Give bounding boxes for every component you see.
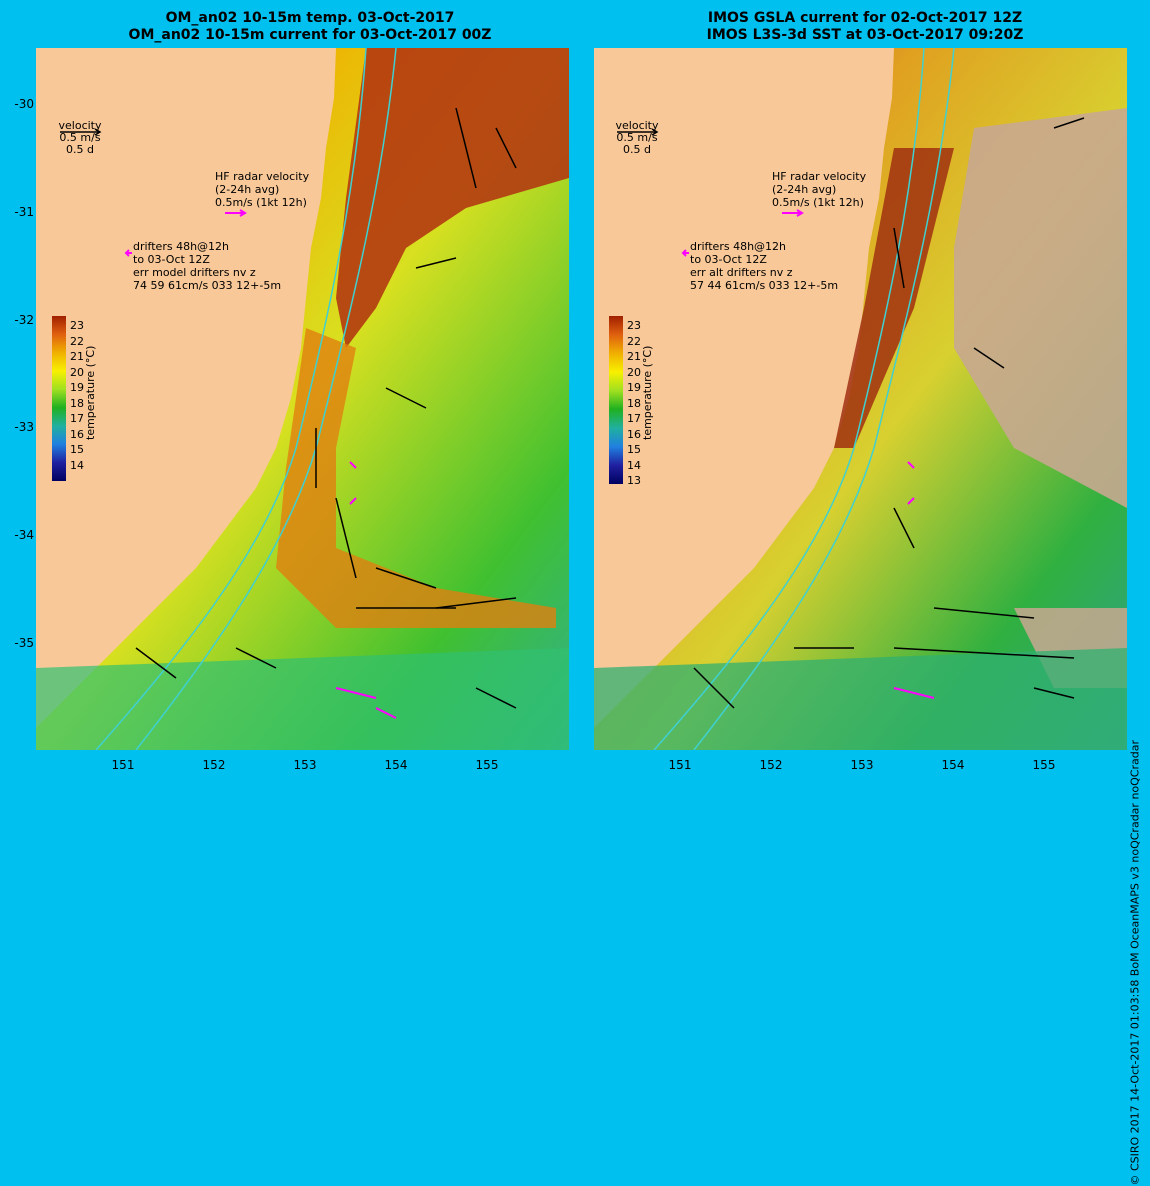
colorbar-tick-label: 15 bbox=[627, 443, 641, 456]
no-data-cloud-area bbox=[954, 108, 1127, 508]
map-right[interactable] bbox=[594, 48, 1127, 750]
y-tick-label: -33 bbox=[14, 420, 34, 434]
colorbar-tick-label: 14 bbox=[70, 458, 84, 472]
isobath-contour bbox=[95, 48, 367, 750]
drifter-scale-arrow bbox=[681, 249, 689, 257]
colorbar-tick-label: 14 bbox=[627, 458, 641, 472]
velocity-legend-label: velocity bbox=[58, 119, 102, 132]
velocity-legend-left: velocity 0.5 m/s 0.5 d bbox=[55, 120, 105, 156]
hf-legend-line2: (2-24h avg) bbox=[215, 183, 280, 196]
hf-scale-arrow bbox=[782, 209, 804, 217]
colorbar-tick-label: 23 bbox=[70, 319, 84, 332]
velocity-legend-right: velocity 0.5 m/s 0.5 d bbox=[612, 120, 662, 156]
drifter-legend-right: drifters 48h@12h to 03-Oct 12Z err alt d… bbox=[690, 240, 838, 292]
cool-water-south bbox=[594, 648, 1127, 750]
hf-legend-line1: HF radar velocity bbox=[215, 170, 310, 183]
x-tick-label: 155 bbox=[475, 758, 499, 772]
credit-text: © CSIRO 2017 14-Oct-2017 01:03:58 BoM Oc… bbox=[1129, 740, 1142, 1186]
drifter-legend-line4: 57 44 61cm/s 033 12+-5m bbox=[690, 279, 839, 292]
x-tick-label: 153 bbox=[293, 758, 317, 772]
colorbar-right-unit: temperature (°C) bbox=[641, 345, 654, 440]
colorbar-tick-label: 22 bbox=[627, 334, 641, 348]
colorbar-tick-label: 20 bbox=[627, 365, 641, 379]
colorbar-tick-label: 18 bbox=[70, 396, 84, 410]
y-tick-label: -34 bbox=[14, 528, 34, 542]
colorbar-tick-label: 13 bbox=[627, 474, 641, 487]
map-right-svg bbox=[594, 48, 1127, 750]
colorbar-tick-label: 22 bbox=[70, 334, 84, 348]
colorbar-left-unit: temperature (°C) bbox=[84, 345, 97, 440]
panel-left-title-line1: OM_an02 10-15m temp. 03-Oct-2017 bbox=[165, 10, 455, 26]
velocity-scale-arrow bbox=[60, 128, 102, 136]
hf-radar-legend-right: HF radar velocity (2-24h avg) 0.5m/s (1k… bbox=[772, 170, 866, 209]
velocity-legend-speed: 0.5 m/s bbox=[616, 131, 658, 144]
velocity-scale-arrow bbox=[617, 128, 659, 136]
x-tick-label: 155 bbox=[1032, 758, 1056, 772]
drifter-legend-line1: drifters 48h@12h bbox=[133, 240, 230, 253]
panel-right-title-line1: IMOS GSLA current for 02-Oct-2017 12Z bbox=[707, 10, 1023, 26]
drifter-legend-line1: drifters 48h@12h bbox=[690, 240, 787, 253]
colorbar-tick-label: 18 bbox=[627, 396, 641, 410]
x-tick-label: 152 bbox=[202, 758, 226, 772]
velocity-legend-label: velocity bbox=[615, 119, 659, 132]
colorbar-tick-label: 15 bbox=[70, 443, 84, 456]
x-tick-label: 153 bbox=[850, 758, 874, 772]
x-tick-label: 154 bbox=[384, 758, 408, 772]
drifter-legend-line2: to 03-Oct 12Z bbox=[133, 253, 210, 266]
drifter-legend-left: drifters 48h@12h to 03-Oct 12Z err model… bbox=[133, 240, 281, 292]
hf-legend-line2: (2-24h avg) bbox=[772, 183, 837, 196]
x-tick-label: 152 bbox=[759, 758, 783, 772]
map-left-svg bbox=[36, 48, 569, 750]
warm-core-eddy bbox=[336, 48, 569, 348]
isobath-contour bbox=[693, 48, 955, 750]
hf-legend-line3: 0.5m/s (1kt 12h) bbox=[772, 196, 864, 209]
y-tick-label: -30 bbox=[14, 97, 34, 111]
panel-left-title-line2: OM_an02 10-15m current for 03-Oct-2017 0… bbox=[128, 27, 492, 43]
drifter-tracks bbox=[893, 461, 935, 699]
legend-arrows bbox=[60, 128, 804, 257]
colorbar-tick-label: 19 bbox=[70, 381, 84, 394]
velocity-legend-speed: 0.5 m/s bbox=[59, 131, 101, 144]
warm-current-band bbox=[834, 148, 954, 448]
colorbar-tick-label: 21 bbox=[70, 350, 84, 363]
hf-legend-line1: HF radar velocity bbox=[772, 170, 867, 183]
hf-legend-line3: 0.5m/s (1kt 12h) bbox=[215, 196, 307, 209]
isobath-contour bbox=[653, 48, 925, 750]
drifter-legend-line3: err model drifters nv z bbox=[133, 266, 256, 279]
hf-radar-legend-left: HF radar velocity (2-24h avg) 0.5m/s (1k… bbox=[215, 170, 309, 209]
map-left[interactable] bbox=[36, 48, 569, 750]
drifter-tracks bbox=[335, 461, 397, 719]
velocity-legend-time: 0.5 d bbox=[66, 143, 94, 156]
hf-scale-arrow bbox=[225, 209, 247, 217]
x-tick-label: 151 bbox=[111, 758, 135, 772]
current-vectors bbox=[693, 117, 1085, 709]
colorbar-right bbox=[609, 316, 623, 484]
colorbar-tick-label: 21 bbox=[627, 350, 641, 363]
x-tick-label: 151 bbox=[668, 758, 692, 772]
colorbar-left bbox=[52, 316, 66, 481]
y-tick-label: -31 bbox=[14, 205, 34, 219]
panel-right-title-line2: IMOS L3S-3d SST at 03-Oct-2017 09:20Z bbox=[706, 27, 1024, 43]
x-tick-label: 154 bbox=[941, 758, 965, 772]
drifter-legend-line4: 74 59 61cm/s 033 12+-5m bbox=[133, 279, 282, 292]
y-tick-label: -35 bbox=[14, 636, 34, 650]
colorbar-tick-label: 16 bbox=[627, 427, 641, 441]
drifter-scale-arrow bbox=[124, 249, 132, 257]
colorbar-tick-label: 23 bbox=[627, 319, 641, 332]
colorbar-tick-label: 17 bbox=[627, 412, 641, 425]
colorbar-tick-label: 20 bbox=[70, 365, 84, 379]
drifter-legend-line2: to 03-Oct 12Z bbox=[690, 253, 767, 266]
panel-right-title: IMOS GSLA current for 02-Oct-2017 12Z IM… bbox=[615, 10, 1115, 44]
velocity-legend-time: 0.5 d bbox=[623, 143, 651, 156]
panel-left-title: OM_an02 10-15m temp. 03-Oct-2017 OM_an02… bbox=[60, 10, 560, 44]
colorbar-tick-label: 19 bbox=[627, 381, 641, 394]
drifter-legend-line3: err alt drifters nv z bbox=[690, 266, 793, 279]
colorbar-tick-label: 17 bbox=[70, 412, 84, 425]
y-tick-label: -32 bbox=[14, 313, 34, 327]
current-vectors bbox=[135, 107, 517, 709]
east-australian-current bbox=[276, 328, 556, 628]
colorbar-tick-label: 16 bbox=[70, 427, 84, 441]
